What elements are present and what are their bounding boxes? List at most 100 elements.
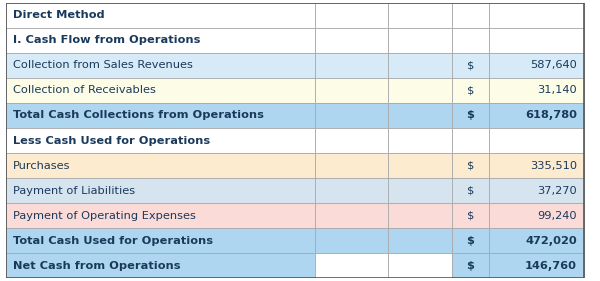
Text: $: $ <box>467 85 474 96</box>
Bar <box>452 178 490 203</box>
Bar <box>6 28 314 53</box>
Bar <box>388 53 452 78</box>
Bar <box>388 253 452 278</box>
Bar <box>388 53 452 78</box>
Text: 146,760: 146,760 <box>525 261 577 271</box>
Bar <box>314 203 388 228</box>
Text: $: $ <box>467 236 475 246</box>
Text: Collection of Receivables: Collection of Receivables <box>13 85 156 96</box>
Bar <box>6 153 314 178</box>
Bar <box>6 3 314 28</box>
Bar <box>314 128 388 153</box>
Bar <box>6 103 314 128</box>
Bar <box>6 228 314 253</box>
Bar <box>388 228 452 253</box>
Bar <box>490 28 584 53</box>
Bar <box>452 53 490 78</box>
Bar <box>6 128 314 153</box>
Text: 37,270: 37,270 <box>537 185 577 196</box>
Text: Direct Method: Direct Method <box>13 10 104 20</box>
Bar <box>490 103 584 128</box>
Bar <box>490 178 584 203</box>
Text: $: $ <box>467 261 475 271</box>
Bar <box>452 28 490 53</box>
Text: $: $ <box>467 60 474 71</box>
Bar <box>490 78 584 103</box>
Bar <box>490 228 584 253</box>
Bar <box>388 253 452 278</box>
Text: Payment of Liabilities: Payment of Liabilities <box>13 185 135 196</box>
Bar <box>452 153 490 178</box>
Text: Total Cash Collections from Operations: Total Cash Collections from Operations <box>13 110 264 121</box>
Bar <box>314 53 388 78</box>
Bar <box>452 203 490 228</box>
Bar <box>388 28 452 53</box>
Text: Collection from Sales Revenues: Collection from Sales Revenues <box>13 60 193 71</box>
Bar <box>314 128 388 153</box>
Bar <box>6 28 314 53</box>
Text: 618,780: 618,780 <box>525 110 577 121</box>
Bar <box>490 78 584 103</box>
Bar <box>452 203 490 228</box>
Text: Net Cash from Operations: Net Cash from Operations <box>13 261 181 271</box>
Bar <box>314 28 388 53</box>
Bar <box>6 178 314 203</box>
Bar <box>6 78 314 103</box>
Bar <box>6 178 314 203</box>
Text: I. Cash Flow from Operations: I. Cash Flow from Operations <box>13 35 200 45</box>
Bar <box>314 53 388 78</box>
Bar <box>388 103 452 128</box>
Bar <box>452 28 490 53</box>
Text: 335,510: 335,510 <box>530 160 577 171</box>
Bar <box>452 228 490 253</box>
Bar <box>6 53 314 78</box>
Text: 472,020: 472,020 <box>525 236 577 246</box>
Bar <box>490 153 584 178</box>
Bar <box>452 103 490 128</box>
Bar <box>314 153 388 178</box>
Bar <box>314 228 388 253</box>
Bar <box>314 253 388 278</box>
Bar <box>490 128 584 153</box>
Bar <box>6 253 314 278</box>
Bar <box>452 78 490 103</box>
Bar <box>314 3 388 28</box>
Bar <box>388 128 452 153</box>
Bar <box>452 153 490 178</box>
Bar <box>388 78 452 103</box>
Bar <box>490 53 584 78</box>
Bar <box>490 253 584 278</box>
Bar <box>490 178 584 203</box>
Bar <box>452 3 490 28</box>
Bar <box>388 178 452 203</box>
Bar <box>490 128 584 153</box>
Bar <box>452 253 490 278</box>
Bar <box>490 3 584 28</box>
Bar <box>452 3 490 28</box>
Text: $: $ <box>467 110 475 121</box>
Text: 31,140: 31,140 <box>537 85 577 96</box>
Text: Purchases: Purchases <box>13 160 71 171</box>
Bar <box>314 78 388 103</box>
Bar <box>6 103 314 128</box>
Bar <box>314 3 388 28</box>
Bar <box>490 153 584 178</box>
Bar <box>6 228 314 253</box>
Bar <box>490 3 584 28</box>
Bar <box>452 128 490 153</box>
Bar <box>6 203 314 228</box>
Bar <box>314 203 388 228</box>
Bar <box>388 203 452 228</box>
Bar <box>6 153 314 178</box>
Bar <box>6 128 314 153</box>
Bar <box>452 178 490 203</box>
Bar <box>490 53 584 78</box>
Bar <box>314 78 388 103</box>
Bar <box>314 253 388 278</box>
Bar <box>6 253 314 278</box>
Bar <box>388 128 452 153</box>
Bar <box>388 3 452 28</box>
Bar <box>490 253 584 278</box>
Bar <box>314 28 388 53</box>
Bar <box>314 103 388 128</box>
